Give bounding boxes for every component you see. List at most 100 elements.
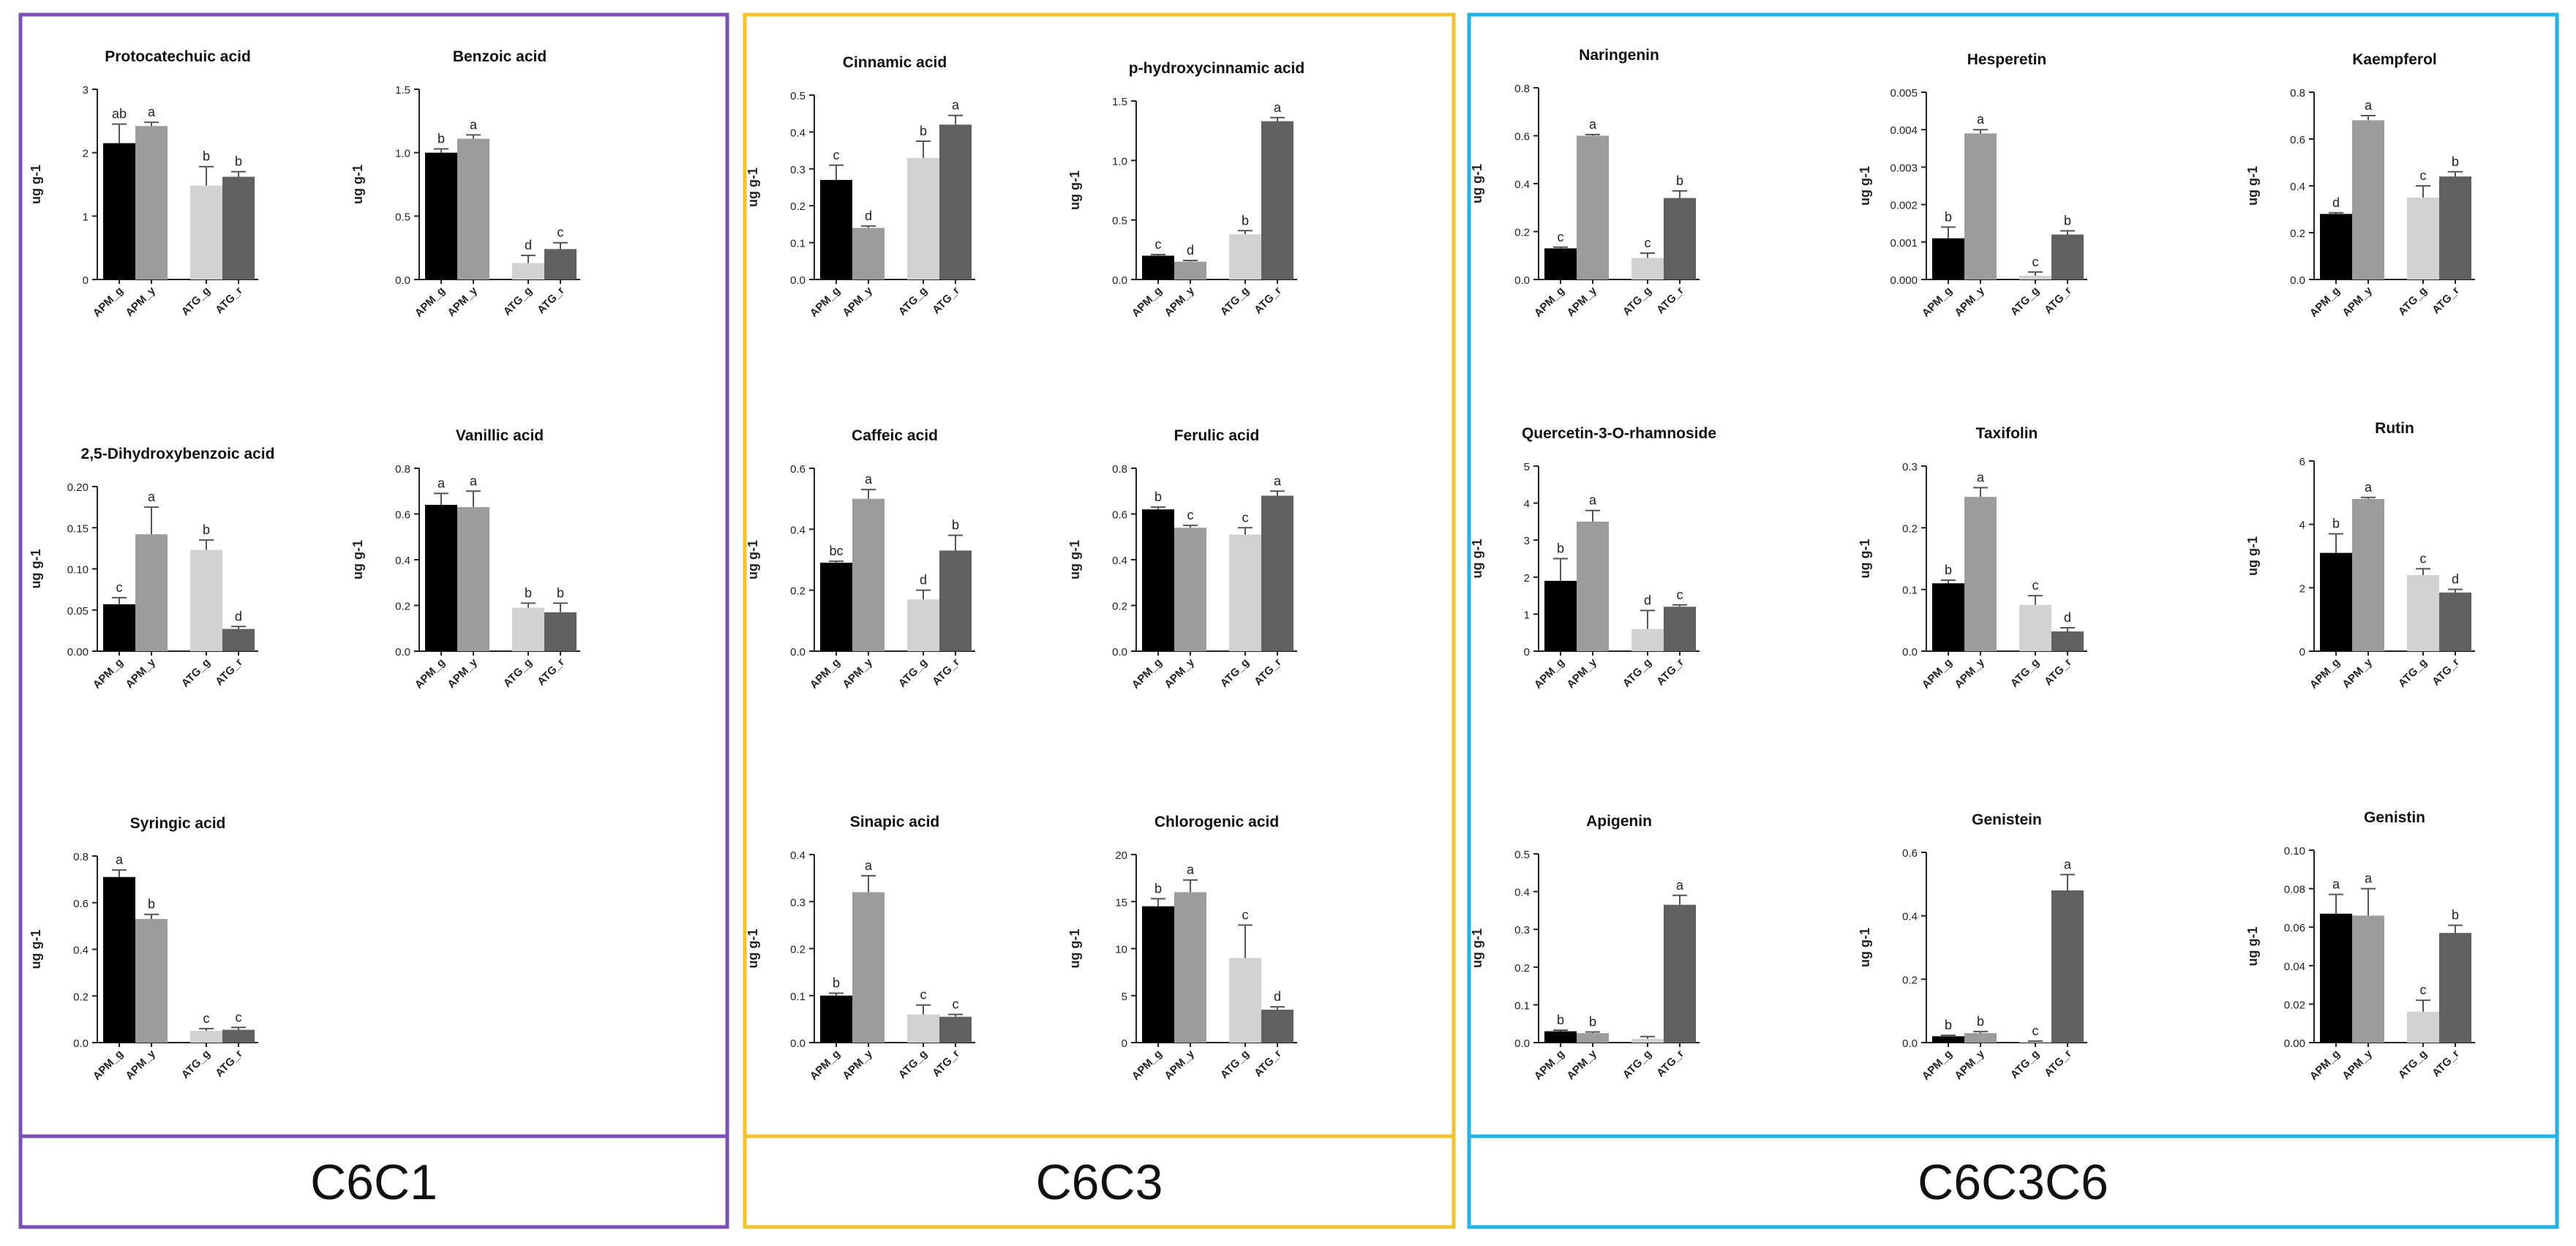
y-tick-label: 0.3 — [1902, 461, 1918, 473]
x-tick-label: APM_y — [1162, 1047, 1197, 1082]
bar-apm-g — [425, 152, 457, 279]
chart-title: Genistin — [2364, 809, 2425, 826]
bar-atg-r — [544, 249, 577, 279]
bar-atg-r — [1261, 121, 1293, 279]
bar-apm-g — [2320, 913, 2352, 1043]
y-tick-label: 0 — [1122, 1037, 1127, 1050]
bar-apm-g — [820, 995, 852, 1043]
x-tick-label: APM_y — [445, 656, 480, 691]
x-tick-label: APM_y — [123, 1047, 158, 1082]
y-tick-label: 0.05 — [67, 605, 89, 618]
y-tick-label: 0.06 — [2284, 922, 2305, 934]
x-tick-label: ATG_g — [896, 285, 930, 318]
x-tick-label: APM_y — [840, 656, 875, 691]
x-tick-label: ATG_r — [213, 285, 245, 317]
y-tick-label: 0.6 — [395, 509, 410, 522]
y-tick-label: 0.2 — [1514, 227, 1530, 239]
chart-title: Caffeic acid — [852, 427, 938, 444]
y-tick-label: 3 — [1524, 535, 1530, 547]
significance-letter: d — [2452, 572, 2459, 587]
significance-letter: a — [148, 489, 156, 504]
x-tick-label: APM_y — [1564, 656, 1599, 691]
significance-letter: b — [203, 149, 210, 164]
bar-apm-y — [1577, 135, 1609, 279]
bar-atg-r — [1664, 198, 1696, 279]
bar-apm-y — [1577, 1033, 1609, 1043]
chart-title: Cinnamic acid — [843, 54, 947, 71]
bar-atg-r — [544, 612, 577, 651]
y-tick-label: 0.2 — [790, 944, 806, 956]
y-axis-label: ug g-1 — [2245, 166, 2260, 206]
x-tick-label: ATG_r — [2042, 1048, 2074, 1080]
y-tick-label: 0.02 — [2284, 999, 2305, 1011]
x-tick-label: APM_y — [840, 1047, 875, 1082]
y-tick-label: 0.2 — [1514, 962, 1530, 975]
y-tick-label: 0.4 — [2290, 181, 2305, 193]
y-tick-label: 0.4 — [790, 524, 806, 536]
significance-letter: c — [1155, 237, 1162, 252]
x-tick-label: APM_g — [1130, 656, 1165, 691]
x-tick-label: APM_y — [1952, 1047, 1987, 1082]
y-tick-label: 3 — [83, 84, 89, 97]
y-tick-label: 0.0 — [1514, 274, 1530, 287]
significance-letter: a — [470, 473, 478, 488]
y-tick-label: 0.5 — [1514, 849, 1530, 861]
bar-apm-g — [1544, 248, 1577, 279]
y-tick-label: 4 — [2299, 519, 2305, 532]
significance-letter: b — [1154, 489, 1162, 504]
bar-apm-g — [1142, 509, 1174, 651]
chart-title: Quercetin-3-O-rhamnoside — [1522, 425, 1716, 442]
y-tick-label: 6 — [2299, 456, 2305, 468]
y-tick-label: 0.6 — [2290, 134, 2305, 146]
x-tick-label: ATG_r — [930, 656, 962, 688]
x-tick-label: APM_g — [91, 1048, 126, 1083]
y-tick-label: 0.6 — [73, 898, 89, 910]
significance-letter: d — [525, 238, 532, 252]
y-tick-label: 0.4 — [73, 945, 89, 957]
bar-apm-g — [820, 179, 852, 279]
y-tick-label: 1.5 — [395, 84, 410, 97]
y-tick-label: 0.4 — [395, 555, 410, 567]
y-tick-label: 2 — [2299, 582, 2305, 595]
x-tick-label: APM_g — [1532, 656, 1567, 691]
bar-atg-r — [939, 1016, 972, 1043]
y-tick-label: 0.0 — [1902, 1037, 1918, 1050]
significance-letter: b — [952, 518, 959, 533]
chart-title: Apigenin — [1586, 813, 1652, 830]
significance-letter: b — [2452, 908, 2459, 923]
significance-letter: c — [2420, 168, 2427, 183]
y-tick-label: 0.1 — [1902, 585, 1918, 597]
significance-letter: a — [952, 98, 960, 113]
chart-15: Quercetin-3-O-rhamnoside ug g-1 0 1 2 3 4 5 b APM… — [1470, 425, 1716, 691]
significance-letter: b — [920, 124, 927, 138]
y-tick-label: 2 — [83, 148, 89, 160]
bar-atg-g — [1631, 258, 1664, 279]
bar-atg-g — [190, 185, 222, 279]
bar-apm-y — [2352, 915, 2384, 1043]
bar-apm-y — [135, 126, 168, 279]
group-label-box — [18, 1134, 729, 1229]
chart-title: Chlorogenic acid — [1154, 814, 1279, 830]
y-tick-label: 0.00 — [2284, 1037, 2305, 1050]
y-tick-label: 0.003 — [1890, 162, 1918, 174]
x-tick-label: ATG_r — [1252, 1048, 1284, 1080]
x-tick-label: ATG_g — [2008, 285, 2042, 318]
significance-letter: b — [557, 585, 564, 600]
significance-letter: a — [1274, 473, 1282, 488]
chart-17: Rutin ug g-1 0 2 4 6 b APM_g a APM_y c ATG_g d ATG_r — [2245, 420, 2475, 691]
chart-11: Chlorogenic acid ug g-1 0 5 10 15 20 b APM_g a APM… — [1067, 814, 1297, 1083]
y-axis-label: ug g-1 — [1067, 540, 1082, 579]
bar-apm-y — [457, 507, 489, 651]
significance-letter: d — [235, 609, 242, 623]
significance-letter: a — [438, 476, 446, 490]
x-tick-label: ATG_r — [2430, 656, 2462, 688]
bar-atg-r — [1261, 1010, 1293, 1043]
y-tick-label: 0.8 — [2290, 87, 2305, 100]
bar-apm-y — [1174, 892, 1206, 1043]
x-tick-label: APM_g — [808, 656, 843, 691]
x-tick-label: APM_g — [1920, 285, 1955, 320]
significance-letter: a — [1977, 470, 1985, 485]
y-tick-label: 0.1 — [1514, 999, 1530, 1012]
bar-apm-y — [1964, 1033, 1997, 1043]
significance-letter: a — [1589, 493, 1597, 508]
